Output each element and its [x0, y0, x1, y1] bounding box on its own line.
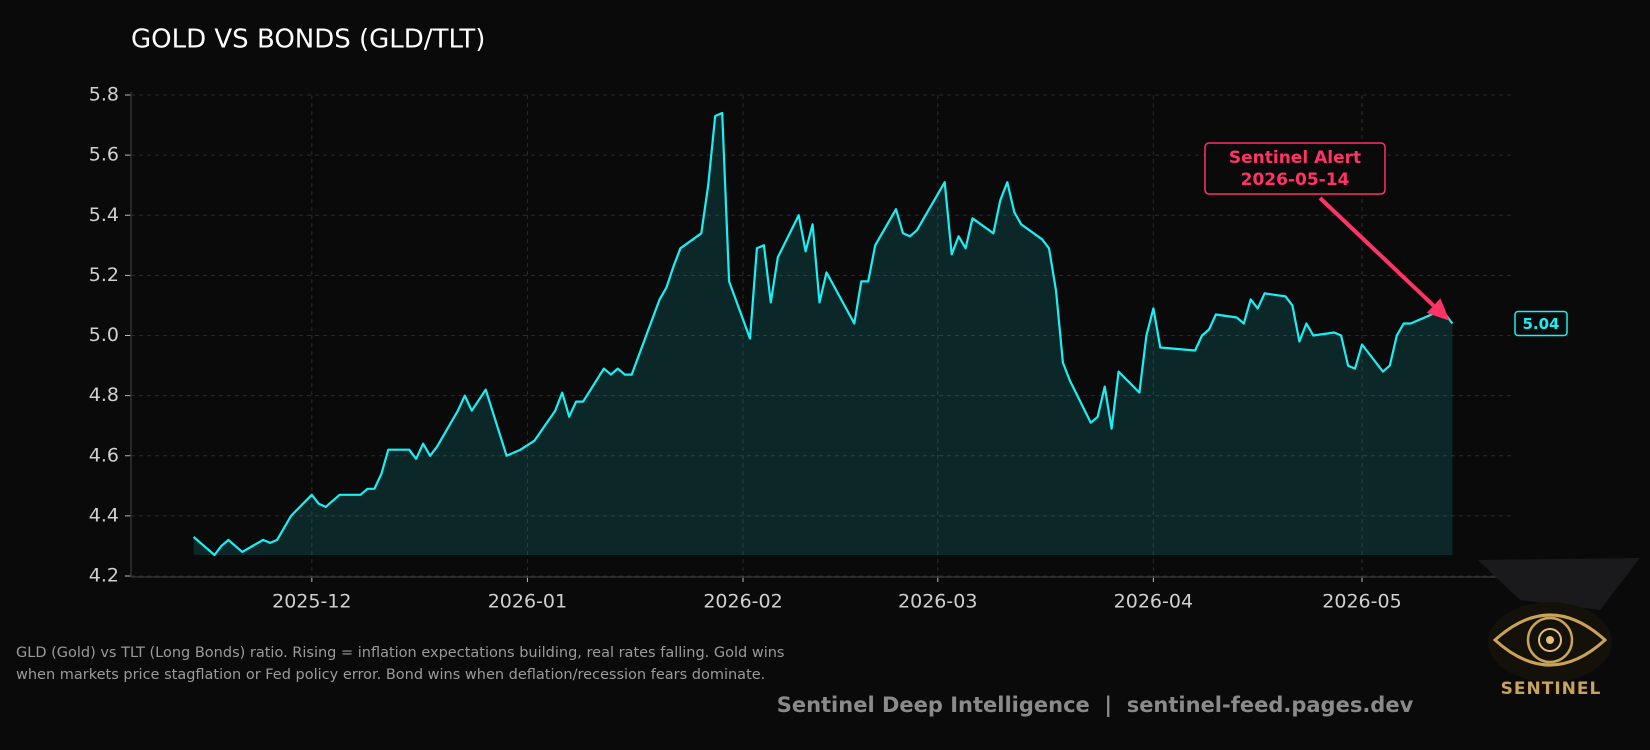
last-value-text: 5.04	[1522, 315, 1559, 333]
y-tick-label: 4.2	[89, 565, 119, 587]
logo-shadow	[1478, 558, 1640, 610]
area	[193, 113, 1453, 555]
last-value-label: 5.04	[1514, 310, 1568, 337]
annotation-text: Sentinel Alert	[1229, 148, 1361, 168]
x-tick-label: 2026-05	[1322, 591, 1401, 613]
footer: Sentinel Deep Intelligence | sentinel-fe…	[777, 693, 1414, 718]
y-tick-label: 5.0	[89, 324, 119, 346]
x-tick-label: 2026-03	[898, 591, 977, 613]
annotation-arrowhead	[1426, 298, 1450, 321]
y-tick-label: 4.6	[89, 444, 119, 466]
logo-text: SENTINEL	[1501, 679, 1602, 699]
y-tick-label: 5.4	[89, 204, 119, 226]
annotation-date: 2026-05-14	[1241, 170, 1350, 190]
x-tick-label: 2026-02	[703, 591, 782, 613]
note: GLD (Gold) vs TLT (Long Bonds) ratio. Ri…	[16, 645, 785, 683]
last-value-box	[1514, 310, 1568, 337]
annotation-arrow	[1318, 196, 1435, 308]
x-tick-label: 2025-12	[272, 591, 351, 613]
annotation-box	[1204, 142, 1386, 195]
y-tick-label: 4.8	[89, 384, 119, 406]
line	[192, 111, 1454, 557]
logo-pupil	[1538, 628, 1562, 652]
y-tick-label: 5.8	[89, 84, 119, 106]
x-tick-label: 2026-01	[488, 591, 567, 613]
y-tick-label: 4.4	[89, 504, 119, 526]
logo-eye	[1492, 613, 1608, 667]
y-tick-label: 5.2	[89, 264, 119, 286]
chart-title: GOLD VS BONDS (GLD/TLT)	[131, 25, 485, 55]
x-tick-label: 2026-04	[1114, 591, 1193, 613]
y-tick-label: 5.6	[89, 144, 119, 166]
logo-center	[1546, 636, 1554, 644]
logo-iris	[1526, 616, 1574, 664]
logo: SENTINEL	[1478, 558, 1640, 699]
